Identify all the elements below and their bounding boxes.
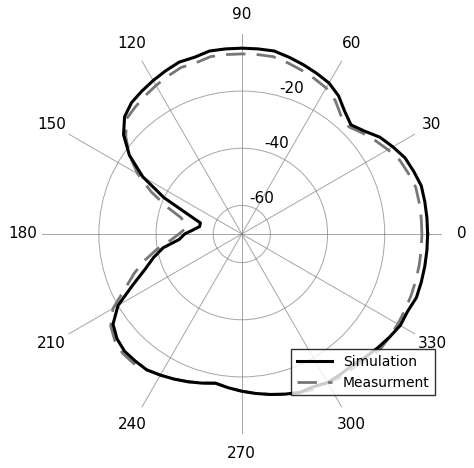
Simulation	[271, 48, 277, 54]
Measurment	[365, 357, 370, 362]
Line: Simulation: Simulation	[113, 48, 428, 395]
Measurment	[168, 237, 173, 243]
Simulation	[397, 322, 403, 328]
Measurment	[182, 221, 188, 227]
Measurment	[339, 374, 345, 380]
Measurment	[395, 321, 401, 327]
Simulation	[425, 231, 430, 237]
Measurment	[153, 83, 159, 88]
Measurment	[419, 231, 425, 237]
Simulation	[337, 372, 343, 377]
Simulation	[198, 220, 203, 226]
Simulation	[176, 237, 182, 242]
Simulation	[425, 231, 430, 237]
Legend: Simulation, Measurment: Simulation, Measurment	[292, 349, 435, 395]
Measurment	[419, 231, 425, 237]
Simulation	[362, 354, 368, 360]
Line: Measurment: Measurment	[110, 54, 422, 395]
Simulation	[150, 78, 156, 83]
Measurment	[270, 54, 276, 59]
